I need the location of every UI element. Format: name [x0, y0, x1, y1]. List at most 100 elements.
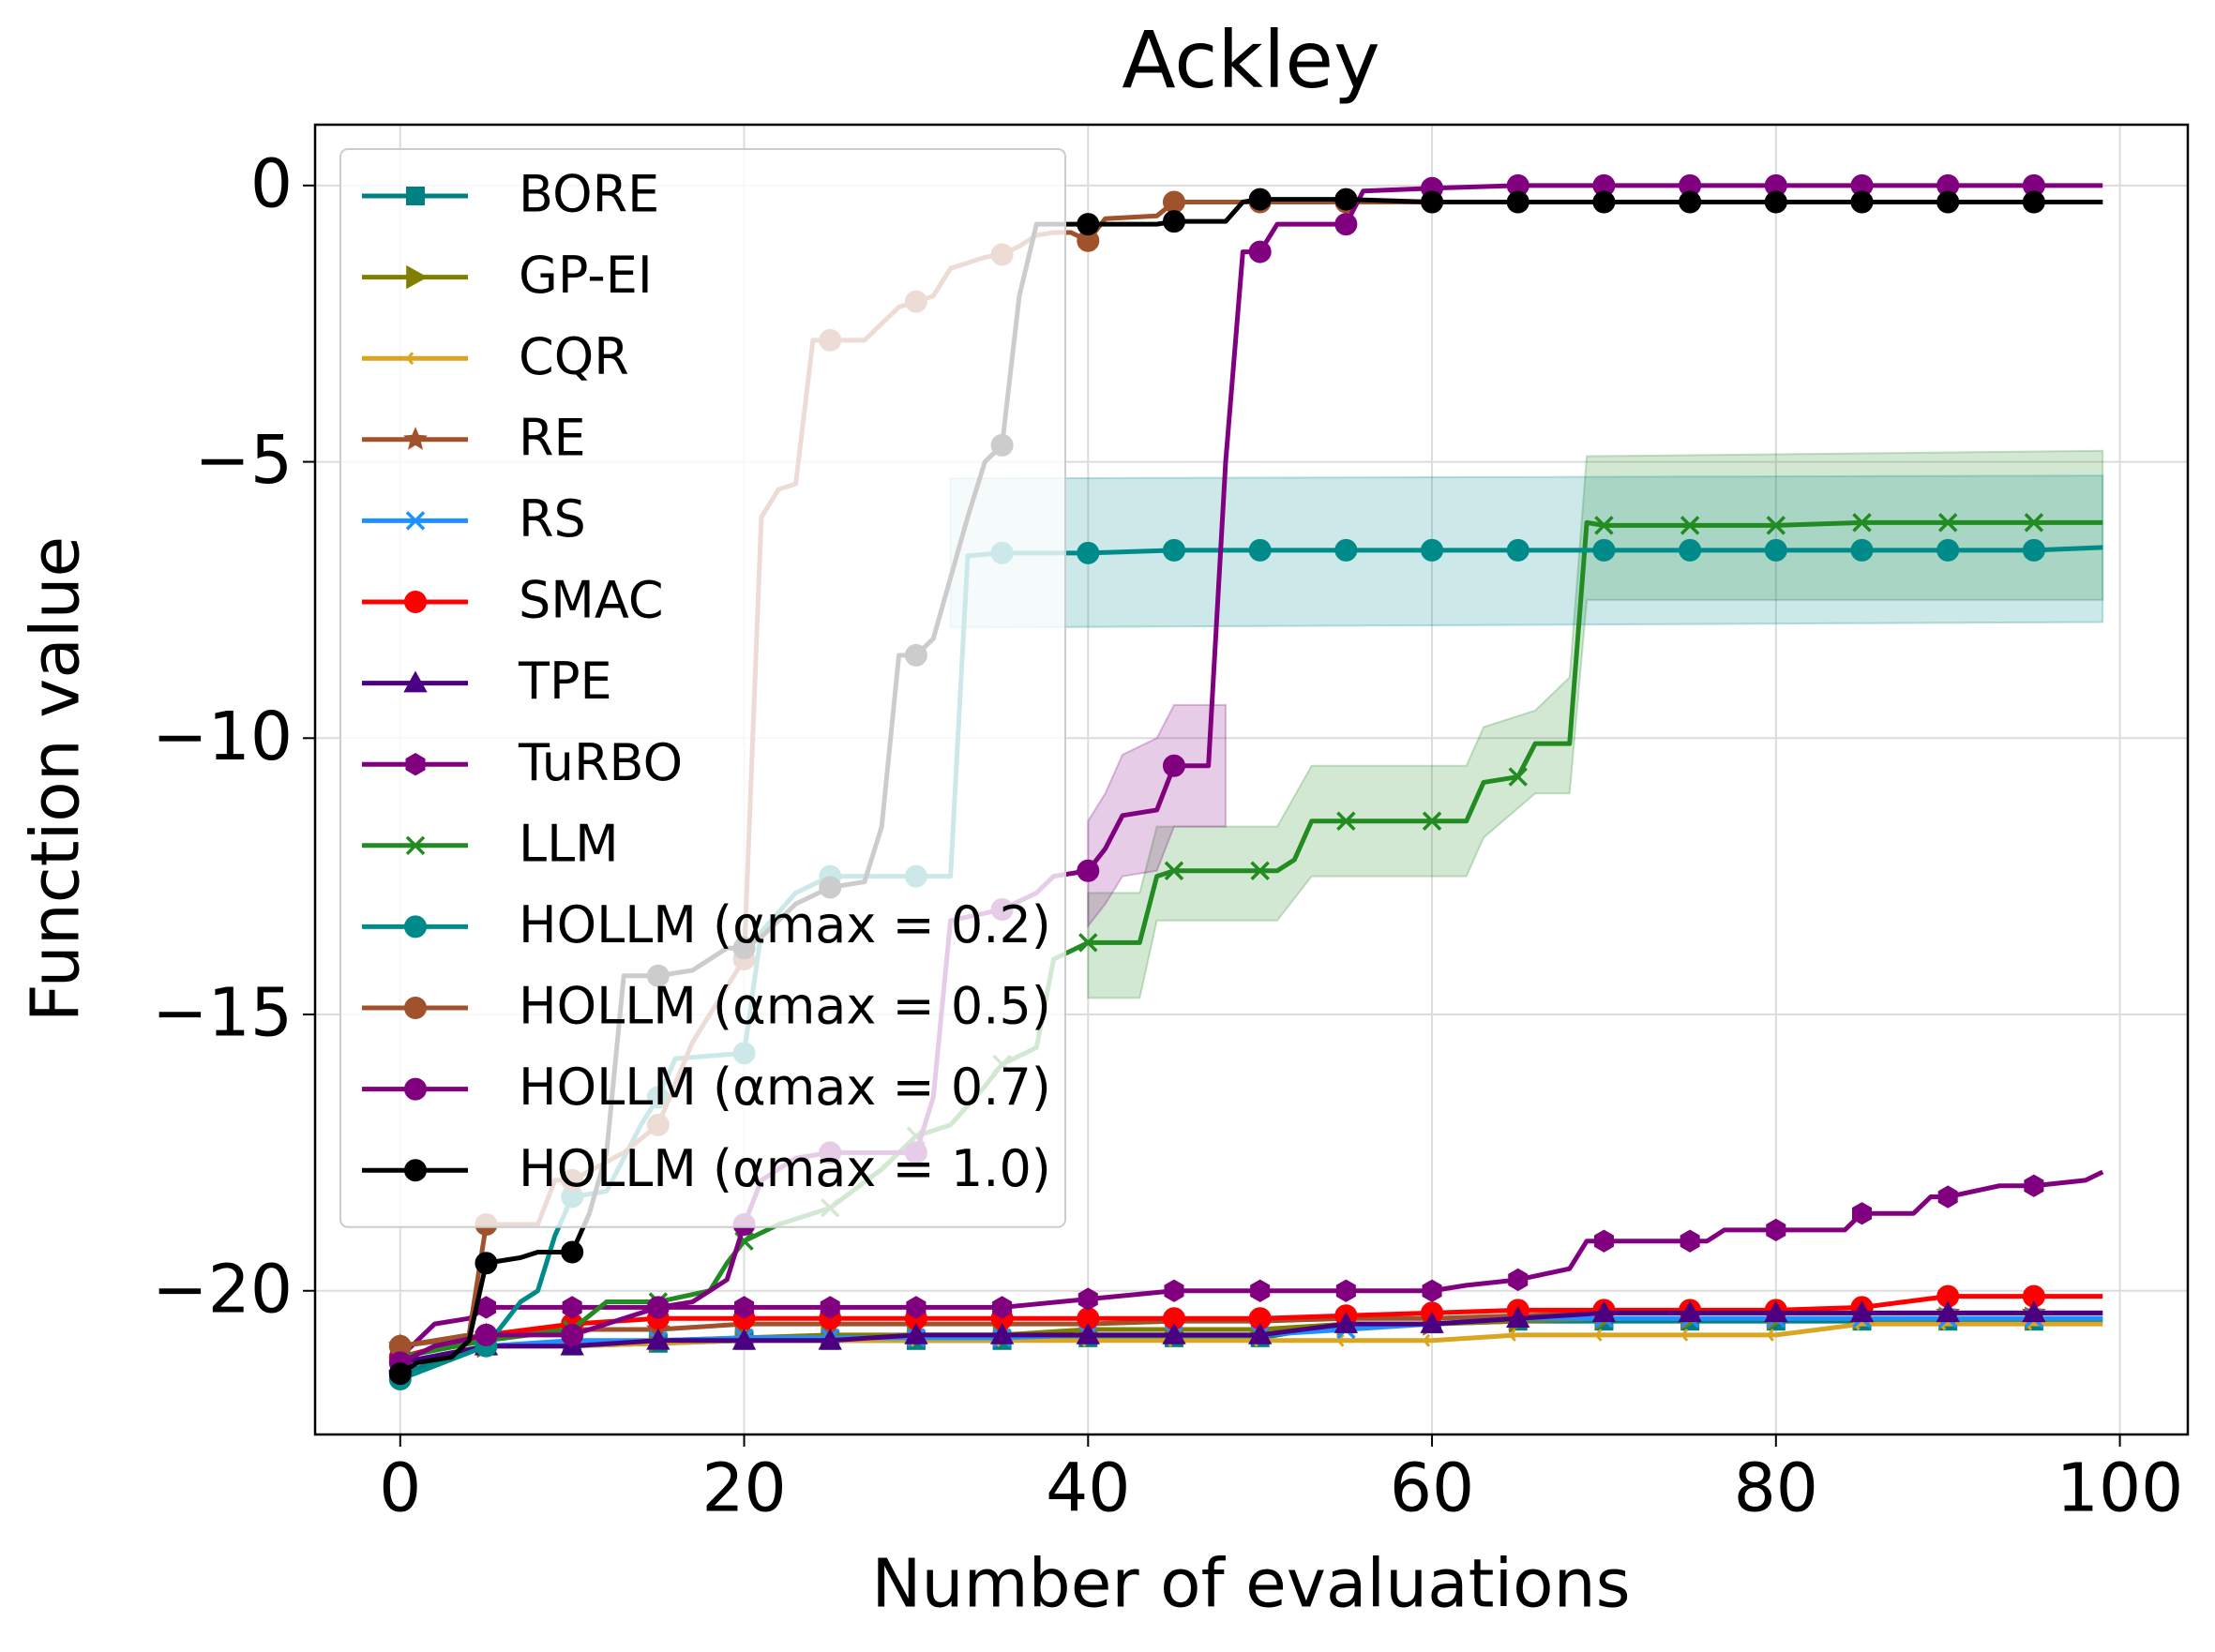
legend-label: RS — [519, 489, 586, 548]
legend-label: HOLLM (αmax = 0.7) — [519, 1058, 1051, 1117]
marker — [1076, 1322, 1100, 1344]
legend-label: TuRBO — [518, 733, 683, 792]
marker — [1420, 1312, 1444, 1333]
marker — [1849, 1300, 1875, 1323]
legend-label: BORE — [519, 165, 659, 224]
marker — [1162, 210, 1185, 233]
legend-label: GP-EI — [519, 246, 653, 305]
marker — [1680, 1229, 1700, 1253]
x-tick-label: 20 — [701, 1449, 786, 1527]
x-tick-label: 60 — [1390, 1449, 1474, 1527]
marker — [820, 1296, 840, 1319]
marker — [1850, 190, 1874, 214]
marker — [561, 1240, 584, 1264]
legend-marker — [403, 670, 428, 693]
legend-marker — [403, 427, 428, 450]
legend-label: HOLLM (αmax = 0.5) — [519, 977, 1051, 1036]
marker — [1164, 861, 1184, 880]
marker — [1248, 240, 1272, 263]
legend-label: TPE — [518, 652, 612, 711]
legend-marker — [404, 915, 427, 939]
marker — [1162, 1322, 1186, 1344]
legend-marker — [406, 352, 421, 366]
marker — [992, 1296, 1013, 1319]
marker — [1334, 1312, 1359, 1333]
marker — [561, 1323, 584, 1346]
marker — [1593, 1229, 1614, 1253]
marker — [1421, 190, 1444, 214]
marker — [1850, 538, 1874, 562]
marker — [1594, 516, 1614, 535]
chart-title: Ackley — [1122, 14, 1380, 106]
legend: BORE GP-EI CQR RE RS SMAC TPE TuRBO LLM HOLLM (αm… — [339, 148, 1066, 1228]
y-tick-label: −15 — [152, 974, 293, 1052]
band — [1087, 449, 2104, 999]
marker — [731, 1328, 757, 1350]
marker — [1077, 213, 1100, 236]
marker — [1422, 1279, 1442, 1302]
marker — [1421, 538, 1444, 562]
marker — [1766, 1218, 1786, 1242]
marker — [1508, 767, 1528, 787]
plot-frame — [313, 123, 2190, 1436]
marker — [475, 1252, 498, 1275]
marker — [2022, 1300, 2046, 1323]
marker — [1250, 1279, 1271, 1302]
marker — [1592, 538, 1616, 562]
x-axis-label: Number of evaluations — [871, 1545, 1630, 1623]
marker — [1506, 190, 1529, 214]
marker — [1334, 538, 1358, 562]
marker — [2024, 1174, 2044, 1197]
marker — [1766, 516, 1786, 535]
marker — [1508, 1268, 1529, 1292]
marker — [1506, 1306, 1530, 1329]
marker — [1248, 188, 1272, 211]
marker — [1767, 1328, 1782, 1342]
marker — [1509, 1328, 1524, 1342]
marker — [1334, 188, 1358, 211]
legend-marker — [406, 187, 425, 205]
marker — [1162, 538, 1185, 562]
marker — [1162, 754, 1185, 777]
marker — [1764, 190, 1787, 214]
marker — [989, 1322, 1015, 1344]
marker — [1506, 538, 1529, 562]
marker — [1936, 538, 1960, 562]
marker — [906, 1296, 927, 1319]
marker — [1937, 513, 1958, 533]
legend-label: HOLLM (αmax = 0.2) — [519, 895, 1051, 954]
marker — [1679, 538, 1702, 562]
legend-marker — [404, 591, 427, 613]
x-tick-label: 0 — [379, 1449, 421, 1527]
legend-frame — [339, 148, 1066, 1228]
marker — [1422, 811, 1442, 831]
marker — [1336, 811, 1356, 831]
marker — [1247, 1322, 1273, 1344]
y-axis-label: Function value — [17, 536, 95, 1023]
legend-marker — [406, 264, 429, 290]
marker — [1248, 538, 1272, 562]
legend-marker — [404, 997, 427, 1019]
marker — [1936, 190, 1960, 214]
legend-marker — [405, 835, 426, 856]
legend-marker — [404, 1077, 427, 1101]
marker — [1592, 190, 1616, 214]
marker — [1852, 513, 1872, 533]
marker — [1250, 861, 1270, 880]
y-tick-label: −20 — [152, 1250, 293, 1328]
marker — [1423, 1333, 1439, 1347]
marker — [1680, 1328, 1696, 1342]
marker — [1162, 190, 1185, 214]
marker — [1679, 190, 1702, 214]
marker — [734, 1296, 755, 1319]
marker — [646, 1328, 671, 1350]
legend-label: SMAC — [519, 571, 664, 630]
marker — [1077, 541, 1100, 564]
band — [1087, 703, 1227, 929]
plot-area — [387, 173, 2104, 1391]
y-tick-label: −5 — [194, 421, 293, 499]
marker — [1164, 1279, 1184, 1302]
y-tick-label: 0 — [250, 144, 293, 222]
marker — [1678, 1300, 1702, 1323]
